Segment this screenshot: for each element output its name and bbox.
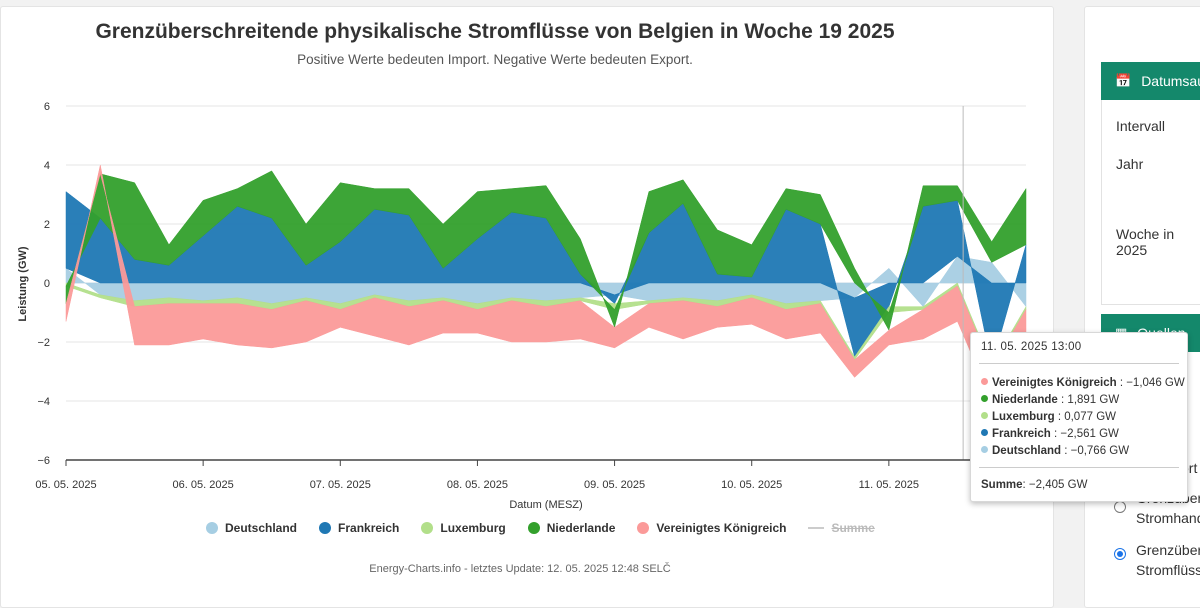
- tooltip-sum-row: Summe: −2,405 GW: [981, 479, 1088, 491]
- legend-line-icon: [808, 527, 825, 529]
- legend-marker-icon: [319, 522, 332, 534]
- y-tick-label: 6: [44, 101, 50, 113]
- option-line: Stromhand: [1136, 510, 1200, 526]
- tooltip-marker-icon: [981, 446, 988, 453]
- legend-label: Deutschland: [225, 521, 298, 535]
- week-label: Woche in 2025: [1116, 226, 1175, 258]
- x-tick-label: 05. 05. 2025: [35, 479, 96, 491]
- legend-item-deutschland[interactable]: Deutschland: [206, 521, 297, 535]
- tooltip-divider: [979, 363, 1179, 364]
- chart-plot[interactable]: 6 4 2 0 −2 −4 −6 05. 05. 2025 06. 05. 2025 07. 0…: [0, 0, 1060, 520]
- legend-marker-icon: [637, 522, 650, 534]
- interval-label: Intervall: [1116, 118, 1166, 134]
- legend-label: Frankreich: [338, 521, 400, 535]
- legend-marker-icon: [421, 522, 434, 534]
- legend-item-summe[interactable]: Summe: [808, 521, 875, 535]
- flows-radio[interactable]: [1114, 548, 1126, 560]
- series-area-niederlande[interactable]: [65, 170, 1027, 331]
- tooltip-row: Niederlande : 1,891 GW: [981, 394, 1119, 406]
- chart-subtitle: Positive Werte bedeuten Import. Negative…: [297, 52, 693, 67]
- flows-option-label[interactable]: Grenzübers Stromflüsse: [1136, 540, 1200, 580]
- date-panel-header[interactable]: 📅 Datumsau: [1101, 62, 1200, 100]
- tooltip-marker-icon: [981, 429, 988, 436]
- legend-marker-icon: [206, 522, 218, 534]
- tooltip-marker-icon: [981, 412, 988, 419]
- chart-title: Grenzüberschreitende physikalische Strom…: [95, 20, 895, 43]
- tooltip-marker-icon: [981, 395, 988, 402]
- y-tick-label: −6: [37, 455, 50, 467]
- x-tick-label: 07. 05. 2025: [310, 479, 371, 491]
- stacked-areas: [65, 106, 1027, 460]
- y-axis-label: Leistung (GW): [17, 246, 29, 321]
- tooltip-row: Luxemburg : 0,077 GW: [981, 411, 1116, 423]
- tooltip-row: Frankreich : −2,561 GW: [981, 428, 1119, 440]
- date-panel-title: Datumsau: [1141, 73, 1200, 89]
- tooltip-marker-icon: [981, 378, 988, 385]
- y-tick-label: −4: [37, 396, 50, 408]
- calendar-icon: 📅: [1115, 73, 1132, 88]
- chart-tooltip: 11. 05. 2025 13:00 Vereinigtes Königreic…: [970, 332, 1188, 502]
- tooltip-row: Deutschland : −0,766 GW: [981, 445, 1129, 457]
- legend-label: Vereinigtes Königreich: [656, 521, 787, 535]
- date-panel-body: [1101, 100, 1200, 305]
- legend-item-luxemburg[interactable]: Luxemburg: [421, 521, 506, 535]
- y-tick-labels: 6 4 2 0 −2 −4 −6: [37, 101, 50, 467]
- legend-item-niederlande[interactable]: Niederlande: [527, 521, 616, 535]
- x-tick-label: 10. 05. 2025: [721, 479, 782, 491]
- tooltip-divider: [979, 467, 1179, 468]
- x-axis-label: Datum (MESZ): [509, 499, 582, 511]
- legend-label: Summe: [831, 521, 875, 535]
- x-tick-labels: 05. 05. 2025 06. 05. 2025 07. 05. 2025 08. …: [35, 460, 919, 491]
- legend-label: Luxemburg: [440, 521, 506, 535]
- y-tick-label: 0: [44, 278, 50, 290]
- option-line: Grenzübers: [1136, 542, 1200, 558]
- legend-item-frankreich[interactable]: Frankreich: [319, 521, 399, 535]
- tooltip-row: Vereinigtes Königreich : −1,046 GW: [981, 377, 1185, 389]
- x-tick-label: 08. 05. 2025: [447, 479, 508, 491]
- option-line: Stromflüsse: [1136, 562, 1200, 578]
- series-area-vereinigtes-k-nigreich[interactable]: [65, 164, 1027, 402]
- x-tick-label: 11. 05. 2025: [859, 479, 919, 491]
- trade-radio[interactable]: [1114, 501, 1126, 513]
- x-tick-label: 09. 05. 2025: [584, 479, 645, 491]
- y-tick-label: 4: [44, 160, 50, 172]
- y-tick-label: −2: [37, 337, 50, 349]
- x-tick-label: 06. 05. 2025: [173, 479, 234, 491]
- legend-label: Niederlande: [546, 521, 616, 535]
- y-tick-label: 2: [44, 219, 50, 231]
- legend-marker-icon: [527, 522, 540, 534]
- legend-item-vereinigtes-koenigreich[interactable]: Vereinigtes Königreich: [637, 521, 786, 535]
- tooltip-header: 11. 05. 2025 13:00: [981, 341, 1082, 353]
- chart-legend: Deutschland Frankreich Luxemburg Niederl…: [206, 521, 875, 535]
- chart-credits[interactable]: Energy-Charts.info - letztes Update: 12.…: [369, 563, 671, 575]
- year-label: Jahr: [1116, 156, 1144, 172]
